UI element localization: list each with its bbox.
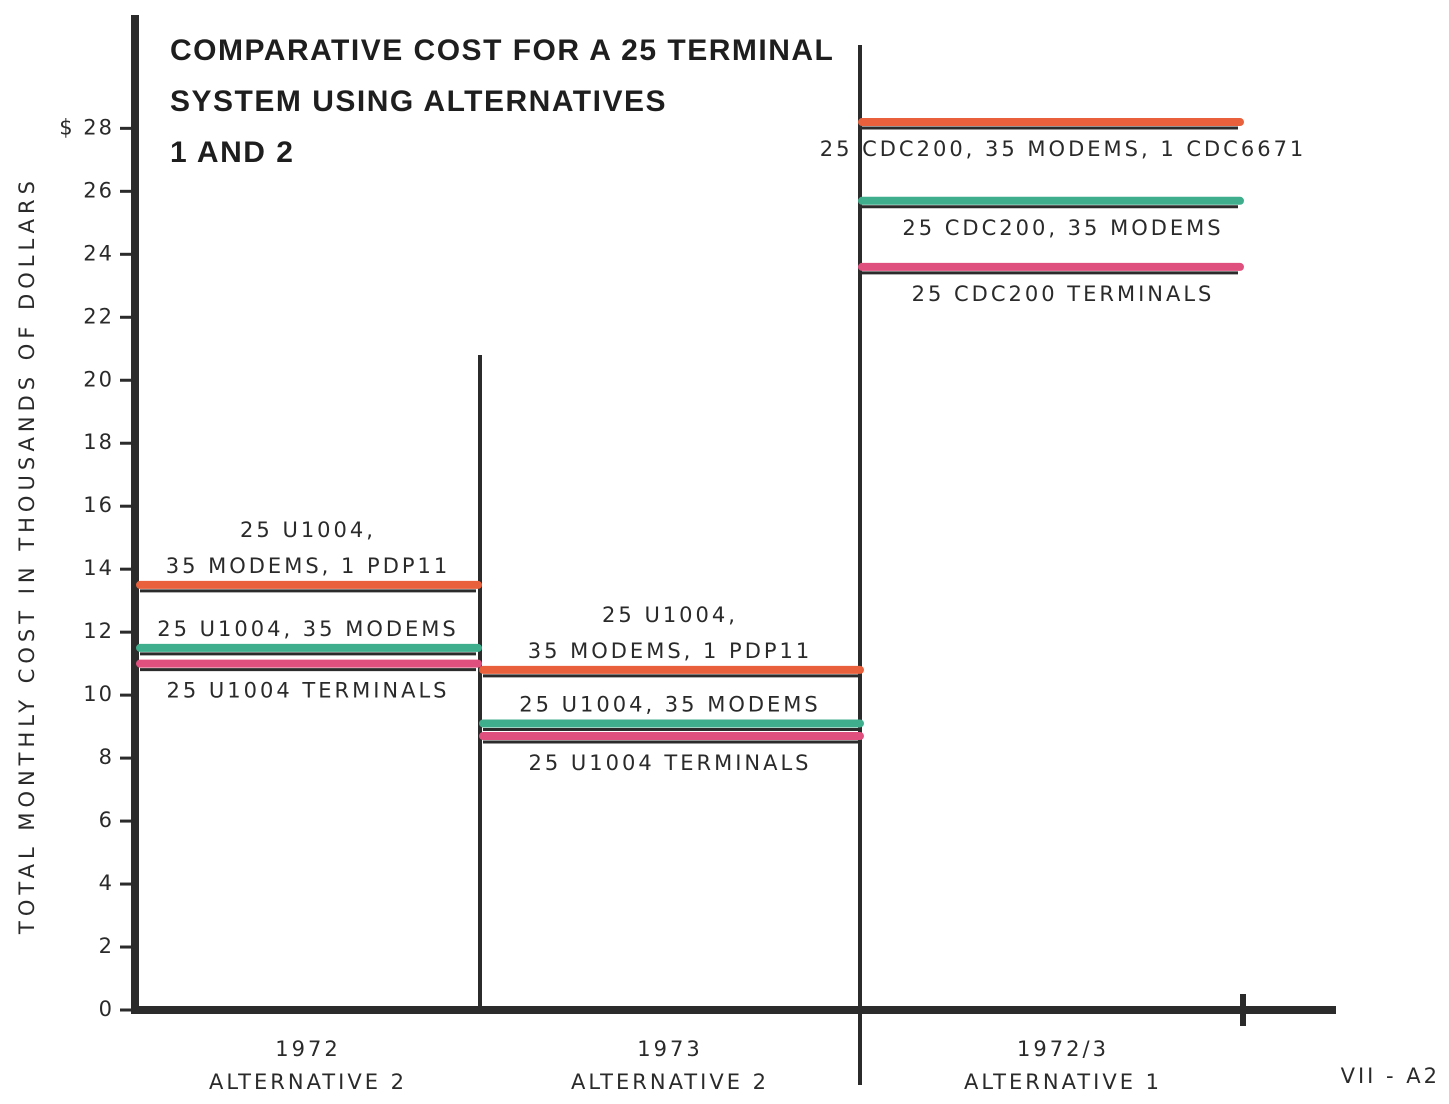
y-tick-label: 0 — [99, 997, 114, 1021]
level-label: 35 MODEMS, 1 PDP11 — [166, 554, 451, 578]
y-tick-label: 20 — [83, 367, 114, 391]
level-label: 25 U1004, 35 MODEMS — [519, 692, 821, 716]
y-tick-label: 2 — [99, 934, 114, 958]
level-label: 25 U1004 TERMINALS — [529, 751, 812, 775]
y-tick-label: 8 — [99, 745, 114, 769]
y-tick-label: 18 — [83, 430, 114, 454]
x-tick-label: 1972 — [275, 1037, 340, 1061]
level-label: 25 CDC200 TERMINALS — [912, 282, 1215, 306]
page-number: VII - A2 — [1341, 1064, 1440, 1088]
level-label: 25 CDC200, 35 MODEMS, 1 CDC6671 — [820, 137, 1307, 161]
y-tick-label: 14 — [83, 556, 114, 580]
y-axis-label: TOTAL MONTHLY COST IN THOUSANDS OF DOLLA… — [15, 176, 39, 935]
y-tick-label: $ 28 — [59, 115, 114, 139]
x-tick-sublabel: ALTERNATIVE 2 — [209, 1070, 407, 1094]
level-label: 25 U1004 TERMINALS — [167, 679, 450, 703]
y-tick-label: 24 — [83, 241, 114, 265]
x-tick-sublabel: ALTERNATIVE 1 — [964, 1070, 1162, 1094]
level-label: 25 U1004, 35 MODEMS — [157, 617, 459, 641]
level-label: 35 MODEMS, 1 PDP11 — [528, 639, 813, 663]
chart-title: COMPARATIVE COST FOR A 25 TERMINAL — [170, 34, 834, 67]
level-label: 25 U1004, — [602, 603, 738, 627]
chart-title: SYSTEM USING ALTERNATIVES — [170, 85, 667, 118]
x-tick-label: 1972/3 — [1017, 1037, 1109, 1061]
y-tick-label: 22 — [83, 304, 114, 328]
y-tick-label: 10 — [83, 682, 114, 706]
chart-title: 1 AND 2 — [170, 136, 294, 169]
y-tick-label: 12 — [83, 619, 114, 643]
y-tick-label: 26 — [83, 178, 114, 202]
y-tick-label: 6 — [99, 808, 114, 832]
x-tick-sublabel: ALTERNATIVE 2 — [571, 1070, 769, 1094]
y-tick-label: 16 — [83, 493, 114, 517]
level-label: 25 U1004, — [240, 518, 376, 542]
y-tick-label: 4 — [99, 871, 114, 895]
x-tick-label: 1973 — [637, 1037, 702, 1061]
level-label: 25 CDC200, 35 MODEMS — [902, 216, 1223, 240]
